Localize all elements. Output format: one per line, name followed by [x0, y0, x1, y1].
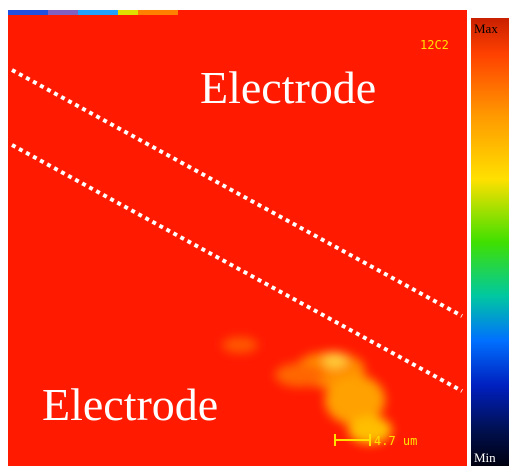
colorbar [471, 18, 509, 466]
colorbar-min: Min [474, 450, 496, 465]
map [8, 10, 467, 466]
colorbar-max: Max [474, 21, 498, 36]
map-overlay [8, 10, 463, 446]
region-label: Electrode [42, 379, 218, 430]
region-label: Electrode [200, 62, 376, 113]
label: 12C2 [420, 38, 449, 52]
scale-bar-label: 4.7 um [374, 434, 417, 448]
